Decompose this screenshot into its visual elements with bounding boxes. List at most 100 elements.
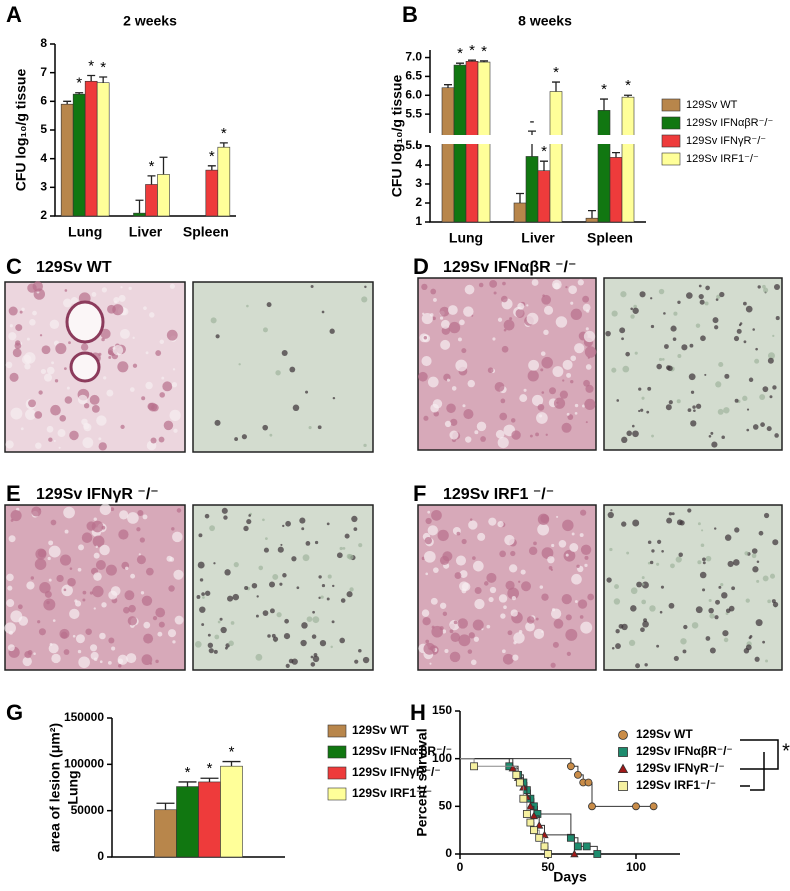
texture	[96, 415, 107, 426]
texture	[563, 549, 576, 562]
texture	[265, 537, 268, 541]
texture	[504, 534, 515, 546]
texture	[425, 517, 432, 525]
texture	[661, 549, 664, 553]
texture	[549, 387, 557, 395]
texture	[101, 287, 107, 293]
texture	[540, 514, 550, 524]
legend-label: 129Sv WT	[352, 723, 409, 737]
texture	[346, 591, 353, 598]
texture	[28, 399, 36, 408]
texture	[724, 373, 730, 379]
texture	[734, 527, 740, 533]
texture	[305, 390, 309, 394]
texture	[4, 622, 16, 634]
texture	[633, 304, 637, 309]
texture	[632, 430, 639, 438]
texture	[762, 284, 766, 289]
panel-letter: G	[6, 700, 23, 725]
texture	[46, 366, 55, 375]
y-tick-label: 150000	[64, 710, 104, 724]
significance-star: *	[149, 158, 155, 175]
texture	[433, 567, 439, 573]
texture	[7, 644, 15, 652]
texture	[99, 660, 103, 664]
texture	[640, 627, 645, 633]
significance-star: *	[207, 760, 213, 777]
texture	[39, 334, 43, 337]
texture	[208, 648, 214, 654]
texture	[48, 578, 52, 582]
texture	[766, 426, 772, 432]
texture	[38, 628, 46, 636]
x-tick-label: Lung	[68, 224, 102, 240]
texture	[199, 578, 204, 582]
bar	[537, 170, 551, 223]
texture	[463, 306, 474, 317]
texture	[339, 546, 343, 551]
texture	[531, 394, 544, 407]
y-tick-label: 3	[40, 180, 47, 194]
y-tick-label: 3	[415, 176, 422, 190]
texture	[512, 654, 519, 661]
legend-swatch	[327, 787, 347, 801]
texture	[93, 552, 100, 559]
texture	[682, 649, 687, 654]
texture	[556, 401, 559, 404]
texture	[540, 368, 544, 372]
panel-title: 129Sv IFNαβR ⁻/⁻	[443, 259, 576, 276]
legend-label: 129Sv IRF1⁻/⁻	[636, 778, 716, 792]
texture	[717, 408, 724, 415]
texture	[611, 310, 618, 317]
y-tick-label: 100	[432, 751, 452, 765]
texture	[762, 640, 766, 644]
texture	[255, 653, 263, 661]
texture	[509, 317, 513, 321]
texture	[267, 634, 271, 638]
texture	[77, 567, 82, 572]
texture	[162, 381, 173, 392]
y-tick-label: 2	[40, 208, 47, 222]
bar	[549, 91, 563, 223]
texture	[552, 366, 564, 377]
texture	[758, 530, 764, 536]
texture	[300, 639, 307, 647]
texture	[282, 573, 287, 578]
texture	[449, 651, 461, 663]
texture	[468, 520, 478, 530]
acid-fast-stain-image	[192, 504, 374, 671]
texture	[658, 288, 665, 295]
texture	[127, 512, 139, 524]
texture	[31, 506, 42, 517]
texture	[615, 629, 620, 634]
texture	[93, 607, 96, 610]
texture	[421, 355, 432, 367]
texture	[427, 510, 431, 514]
texture	[112, 345, 124, 356]
texture	[166, 555, 173, 562]
texture	[543, 329, 549, 336]
texture	[44, 590, 52, 598]
texture	[467, 649, 473, 654]
texture	[285, 663, 290, 668]
texture	[577, 279, 584, 286]
significance-star: *	[625, 77, 631, 94]
texture	[620, 291, 627, 298]
texture	[431, 625, 444, 638]
texture	[78, 544, 84, 551]
texture	[458, 634, 471, 647]
texture	[448, 321, 461, 334]
texture	[132, 336, 135, 339]
texture	[642, 620, 649, 628]
error-bar	[540, 160, 548, 171]
legend-marker	[618, 730, 628, 740]
texture	[755, 347, 758, 351]
texture	[451, 386, 457, 391]
texture	[641, 396, 645, 400]
texture	[720, 582, 724, 587]
texture	[705, 636, 711, 641]
texture	[562, 359, 573, 370]
texture	[697, 560, 702, 565]
texture	[510, 550, 516, 557]
texture	[499, 550, 506, 558]
